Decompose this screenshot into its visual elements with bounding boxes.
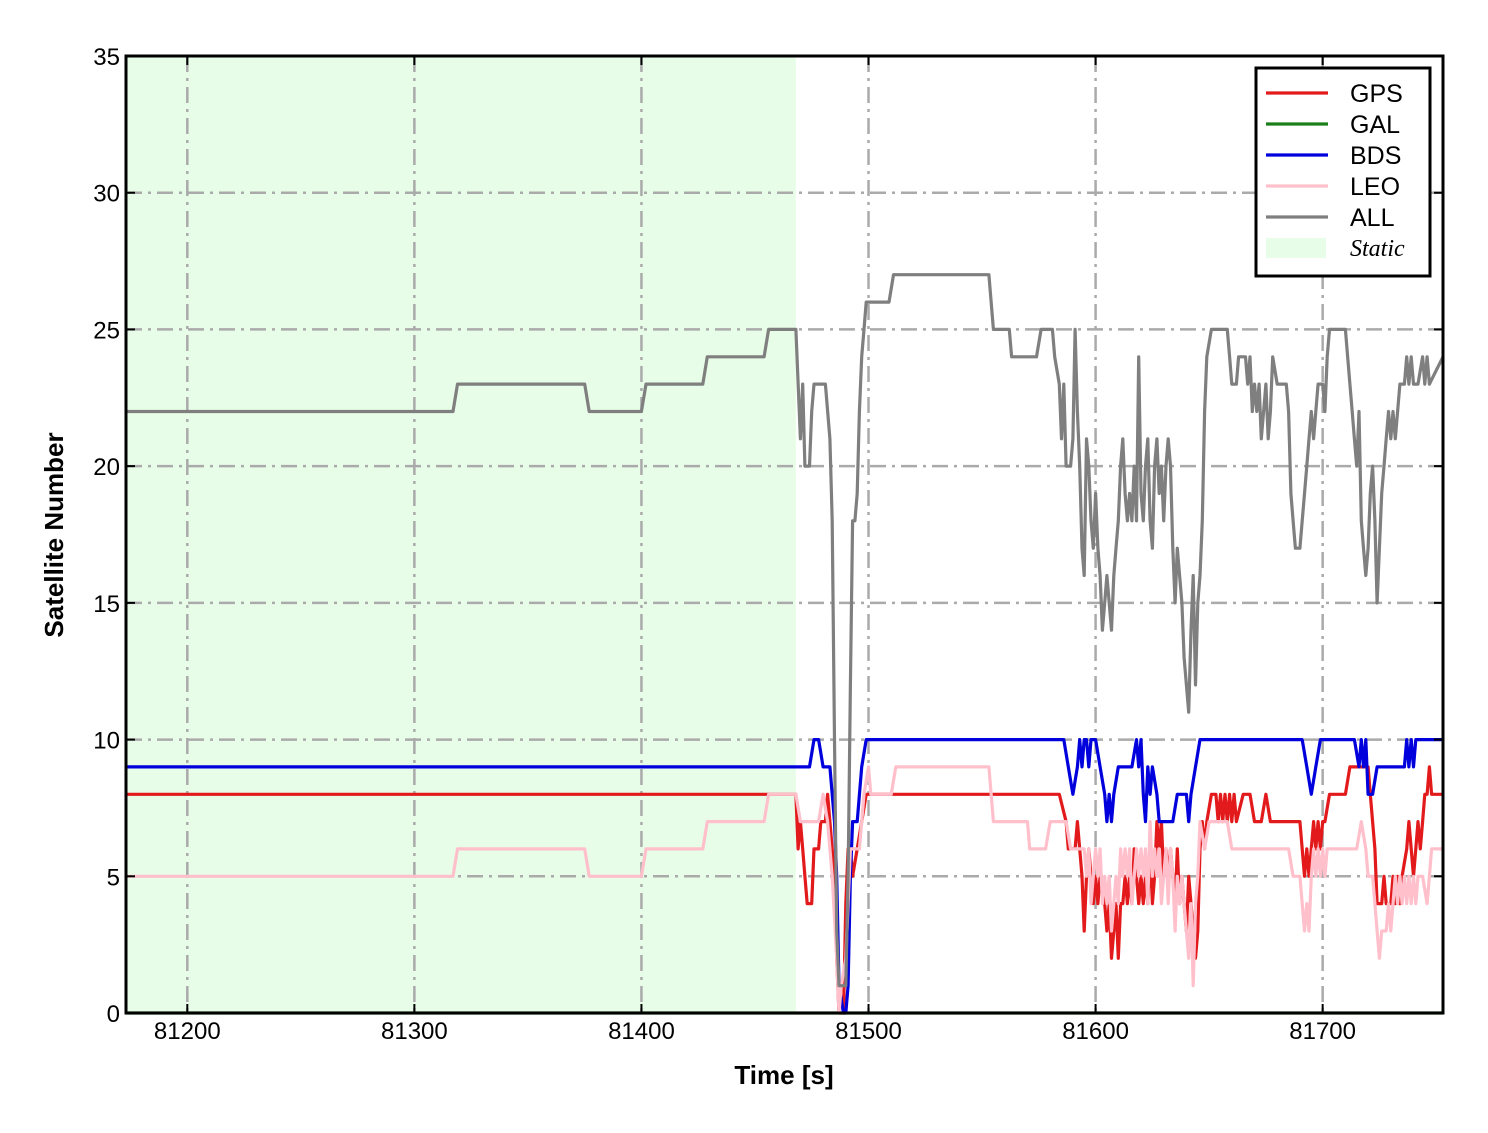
static-region — [126, 56, 796, 1013]
x-tick-label: 81400 — [608, 1018, 675, 1045]
y-tick-labels: 0 5 10 15 20 25 30 35 — [93, 44, 120, 1028]
y-tick-label: 25 — [93, 317, 120, 344]
x-tick-label: 81700 — [1289, 1018, 1356, 1045]
x-axis-title: Time [s] — [734, 1060, 833, 1090]
legend-label-bds: BDS — [1350, 142, 1401, 170]
x-tick-label: 81300 — [381, 1018, 448, 1045]
series-line-all — [126, 273, 1445, 988]
y-tick-label: 5 — [107, 864, 120, 891]
plot-area — [124, 54, 1445, 1015]
series-line-leo — [126, 765, 1443, 1015]
axes-frame — [124, 54, 1445, 1015]
y-tick-label: 30 — [93, 181, 120, 208]
y-tick-label: 15 — [93, 591, 120, 618]
legend-label-static: Static — [1350, 236, 1405, 262]
y-tick-label: 10 — [93, 728, 120, 755]
y-tick-label: 0 — [107, 1001, 120, 1028]
x-tick-label: 81500 — [835, 1018, 902, 1045]
x-tick-label: 81200 — [154, 1018, 221, 1045]
ticks — [126, 55, 1443, 1014]
x-tick-labels: 81200 81300 81400 81500 81600 81700 — [154, 1018, 1356, 1045]
legend: GPS GAL BDS LEO ALL Static — [1254, 66, 1432, 278]
y-tick-label: 20 — [93, 454, 120, 481]
legend-label-leo: LEO — [1350, 173, 1400, 201]
legend-label-gal: GAL — [1350, 111, 1400, 139]
y-tick-label: 35 — [93, 44, 120, 71]
x-tick-label: 81600 — [1062, 1018, 1129, 1045]
legend-box — [1254, 66, 1432, 278]
series-line-bds — [126, 738, 1443, 1015]
legend-swatch-static — [1266, 238, 1326, 258]
legend-label-all: ALL — [1350, 204, 1395, 232]
y-axis-title: Satellite Number — [39, 432, 69, 637]
legend-label-gps: GPS — [1350, 80, 1403, 108]
